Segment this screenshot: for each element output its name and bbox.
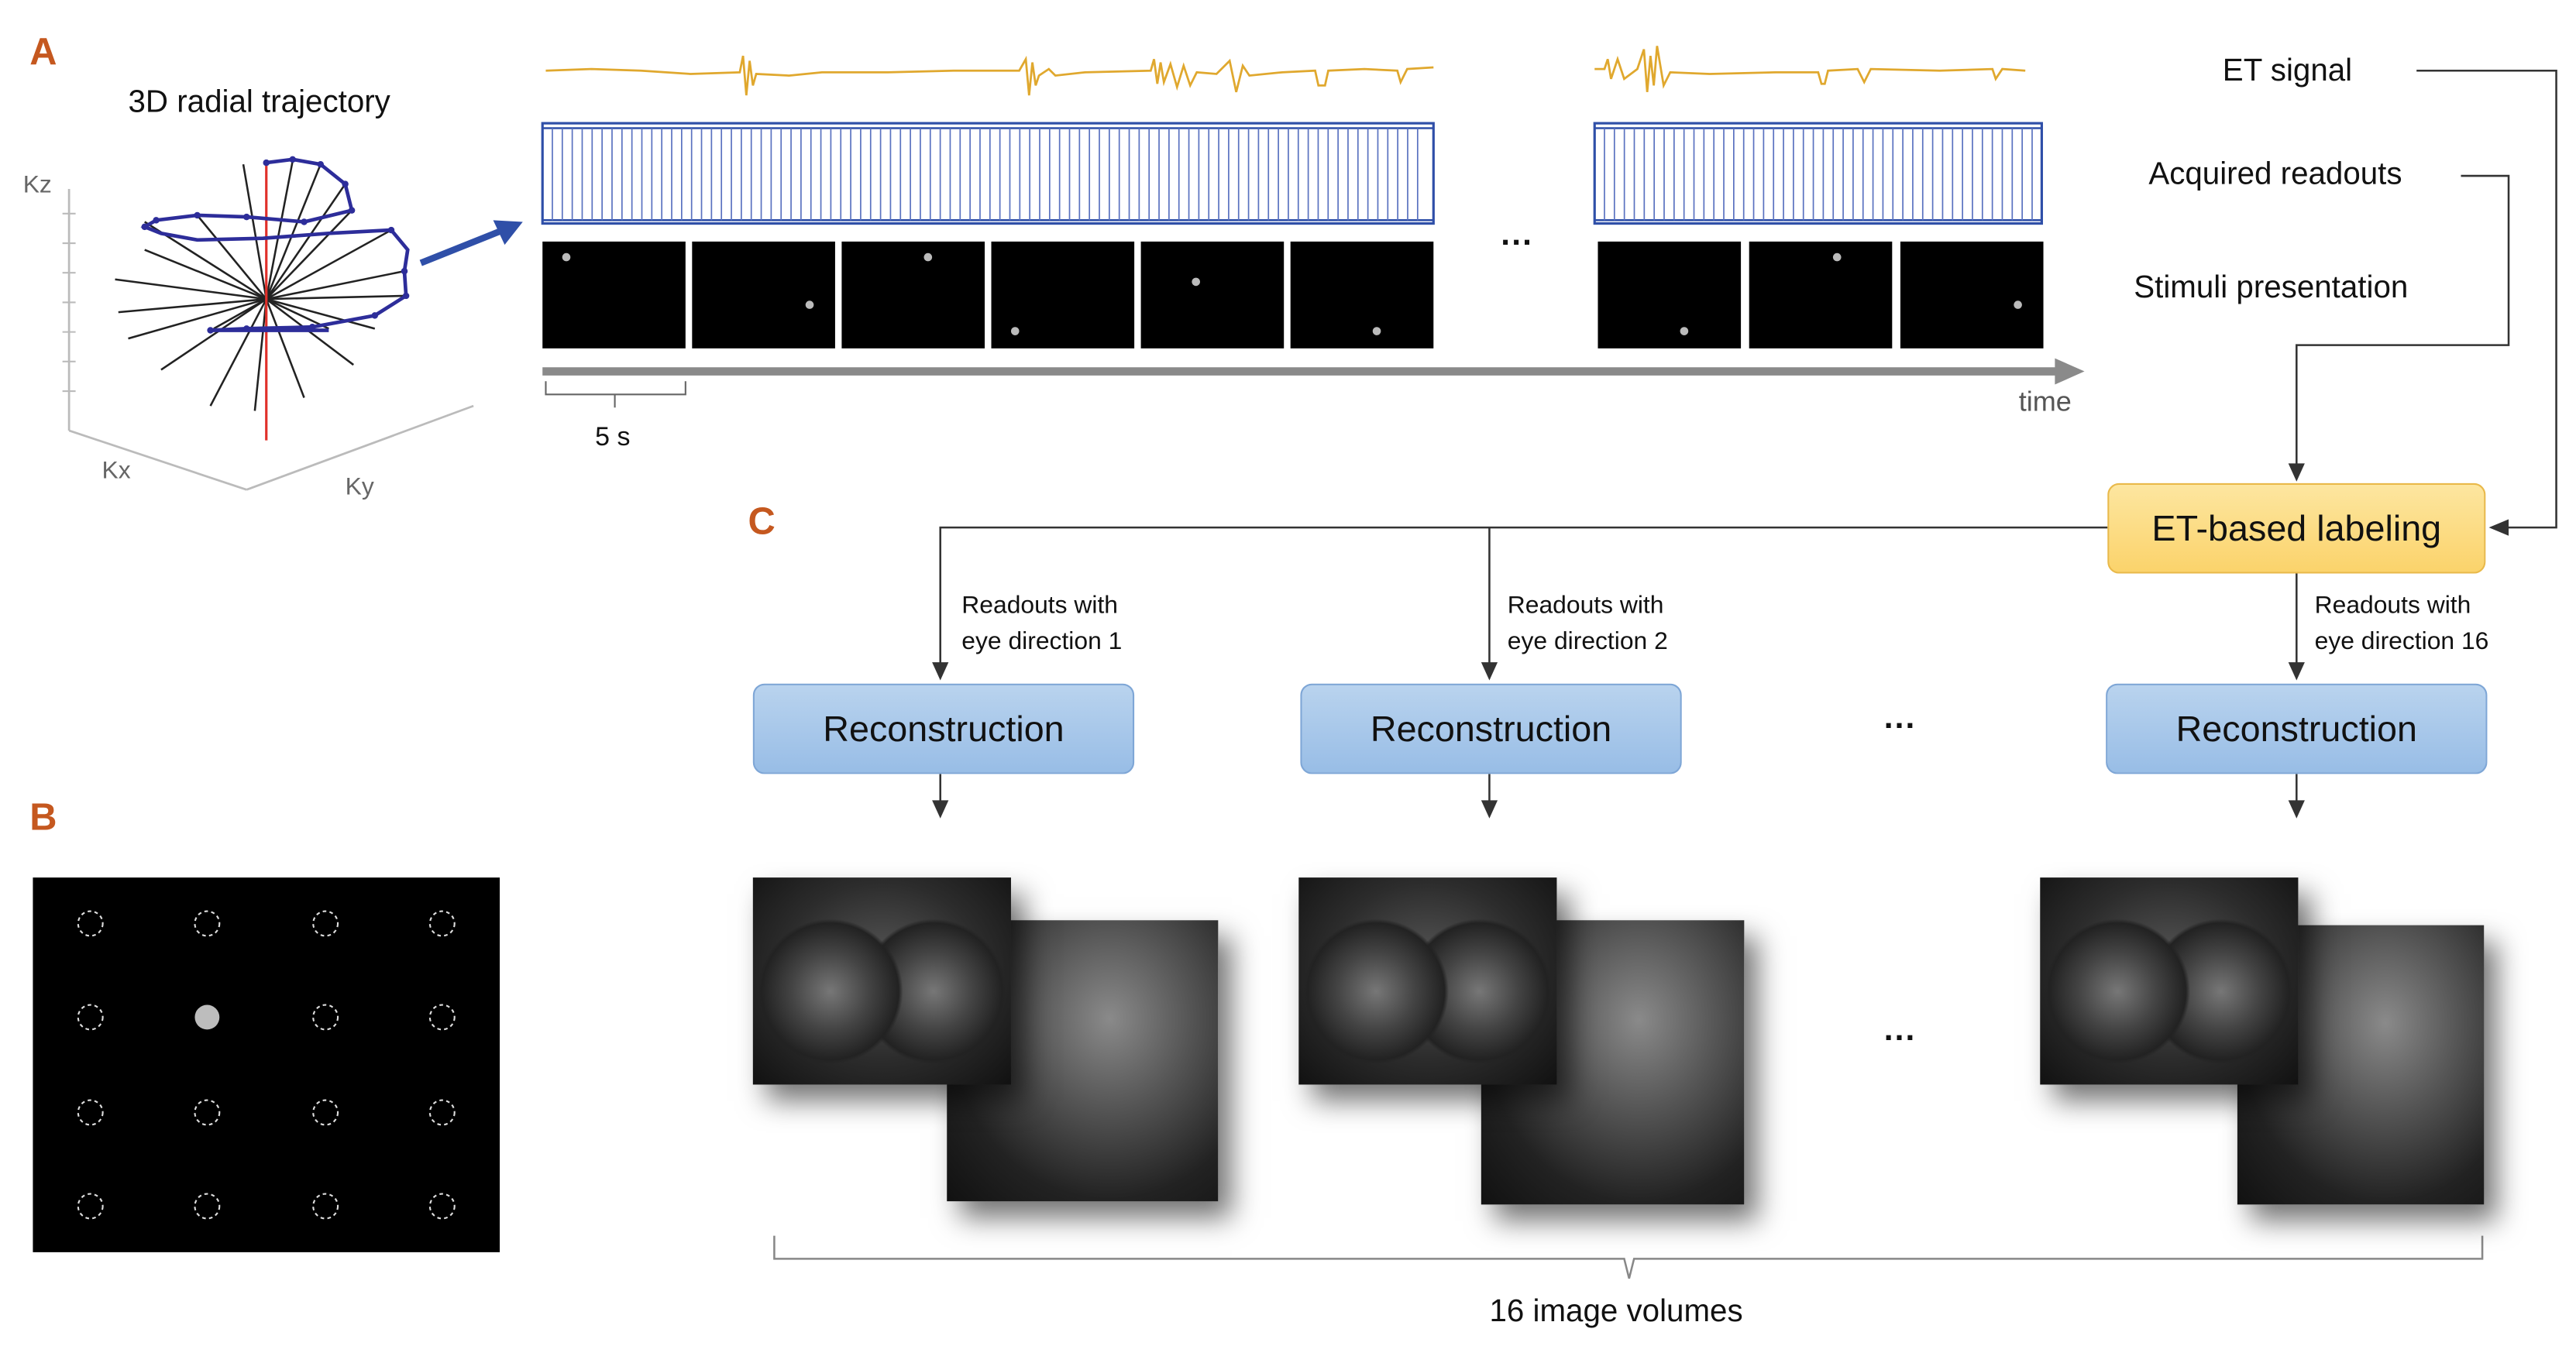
fixation-target <box>77 910 104 937</box>
fixation-target <box>77 1099 104 1126</box>
kx-label: Kx <box>101 456 131 485</box>
fixation-screen <box>33 877 500 1252</box>
legend-et-signal: ET signal <box>2222 54 2353 89</box>
stimulus-screen <box>1598 241 1742 349</box>
branch-2-label: Readouts with eye direction 2 <box>1507 591 1668 656</box>
reconstruction-box-16: Reconstruction <box>2106 683 2488 774</box>
fixation-target <box>428 1099 456 1126</box>
kz-label: Kz <box>22 170 52 199</box>
stimulus-dot <box>1192 277 1200 287</box>
fixation-target <box>77 1004 104 1031</box>
mri-axial-16 <box>2040 877 2299 1085</box>
legend-connectors <box>2296 69 2557 529</box>
trajectory-nodes <box>141 156 410 334</box>
legend-acquired-readouts: Acquired readouts <box>2148 157 2402 193</box>
fixation-target <box>77 1193 104 1220</box>
recon-ellipsis: ... <box>1883 699 1917 737</box>
stimulus-screen <box>1140 241 1285 349</box>
trajectory-spiral <box>140 157 410 332</box>
volumes-label: 16 image volumes <box>1489 1295 1743 1330</box>
stimulus-dot <box>1832 252 1842 262</box>
fixation-target <box>312 1099 339 1126</box>
stimulus-screen <box>1900 241 2044 349</box>
stimulus-screen <box>1290 241 1434 349</box>
stimulus-screen <box>1749 241 1893 349</box>
readouts-block-2 <box>1593 122 2043 225</box>
branch-connectors <box>939 526 2298 802</box>
fixation-target <box>312 910 339 937</box>
branch-1-label: Readouts with eye direction 1 <box>961 591 1123 656</box>
fixation-target <box>428 1004 456 1031</box>
fixation-target <box>194 1099 221 1126</box>
stimulus-dot <box>1010 327 1020 335</box>
blue-arrow <box>419 227 504 266</box>
mri-axial-2 <box>1298 877 1557 1085</box>
stimulus-dot <box>1372 327 1381 335</box>
fixation-target <box>312 1004 339 1031</box>
fixation-targets <box>77 910 456 1220</box>
stimulus-dot <box>923 252 933 262</box>
stimulus-dot <box>805 300 814 309</box>
axes-3d <box>67 189 474 491</box>
reconstruction-box-2: Reconstruction <box>1300 683 1682 774</box>
legend-stimuli-presentation: Stimuli presentation <box>2134 271 2409 306</box>
panel-label-a: A <box>29 29 57 73</box>
panel-label-c: C <box>748 500 776 543</box>
stimulus-screen <box>841 241 985 349</box>
panel-label-b: B <box>29 795 57 839</box>
reconstruction-box-1: Reconstruction <box>752 683 1135 774</box>
trajectory-spokes <box>115 160 407 411</box>
readout-lines <box>552 128 2033 221</box>
time-label: time <box>2018 386 2072 417</box>
ky-label: Ky <box>345 473 374 502</box>
trajectory-title: 3D radial trajectory <box>128 85 390 120</box>
branch-arrowheads <box>932 662 2305 819</box>
et-signal-trace-2 <box>1594 46 2026 92</box>
fixation-target <box>194 1193 221 1220</box>
stimulus-dot <box>562 252 571 262</box>
fixation-target <box>428 1193 456 1220</box>
stimulus-screen <box>692 241 835 349</box>
readouts-block-1 <box>541 122 1435 225</box>
stimulus-dot <box>2014 300 2022 309</box>
timeline-ellipsis: ... <box>1501 217 1534 253</box>
fixation-target <box>194 910 221 937</box>
mri-axial-1 <box>752 877 1011 1085</box>
volume-ellipsis: ... <box>1883 1012 1917 1049</box>
axis-ticks <box>62 212 76 393</box>
volumes-brace <box>773 1235 2484 1279</box>
fixation-target <box>428 910 456 937</box>
fixation-target <box>312 1193 339 1220</box>
et-signal-trace-1 <box>545 55 1434 96</box>
scale-bracket <box>545 381 686 408</box>
et-labeling-box: ET-based labeling <box>2107 482 2486 574</box>
et-labeling-label: ET-based labeling <box>2151 506 2442 548</box>
stimulus-screen <box>542 241 686 349</box>
stimulus-screen <box>991 241 1135 349</box>
branch-16-label: Readouts with eye direction 16 <box>2314 591 2489 656</box>
stimulus-dot <box>1680 327 1689 335</box>
scale-label: 5 s <box>595 424 631 452</box>
active-fixation-target <box>194 1004 220 1030</box>
